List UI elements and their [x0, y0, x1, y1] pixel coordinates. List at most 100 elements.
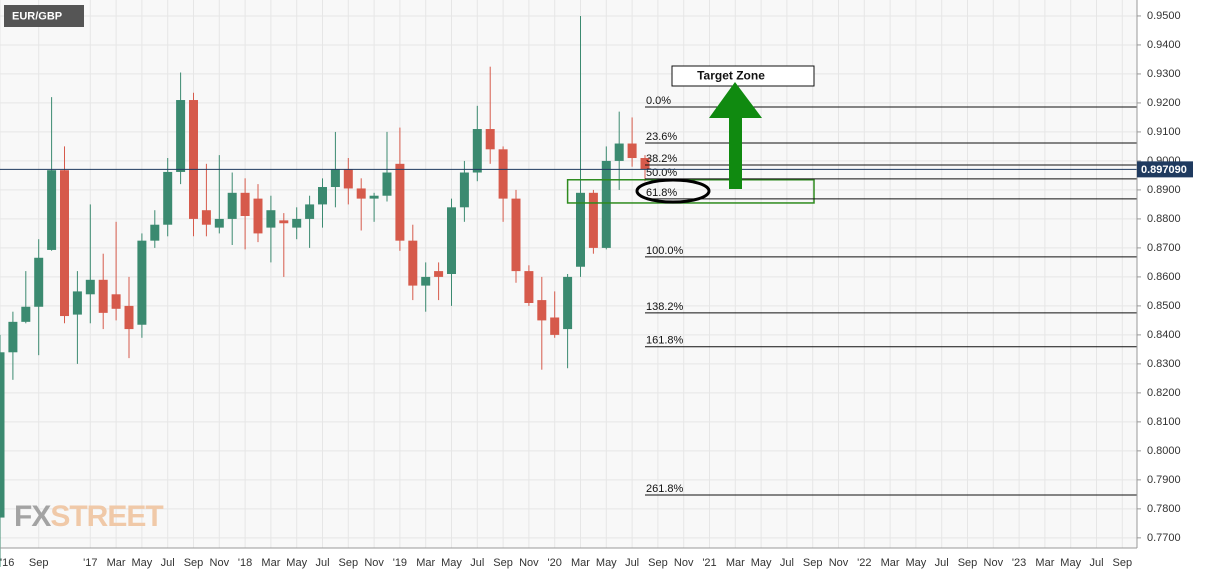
x-tick-label: Nov: [674, 557, 694, 569]
candle-body: [356, 188, 366, 199]
y-tick-label: 0.8600: [1147, 271, 1181, 283]
x-tick-label: Jul: [625, 557, 639, 569]
candle-body: [524, 271, 534, 303]
x-tick-label: Nov: [364, 557, 384, 569]
candle-body: [292, 218, 302, 228]
overlay: 0.0% 23.6% 38.2% 50.0% 61.8% 100.0% 138.2% 161.…: [0, 65, 1137, 496]
y-tick-label: 0.8200: [1147, 387, 1181, 399]
candle-body: [266, 210, 276, 228]
y-tick-label: 0.9300: [1147, 68, 1181, 80]
fib-label: 161.8%: [646, 335, 684, 347]
candle-body: [124, 305, 134, 330]
candle-body: [21, 306, 31, 322]
candle-body: [550, 317, 560, 335]
fib-label: 100.0%: [646, 245, 684, 257]
x-tick-label: Sep: [958, 557, 978, 569]
x-tick-label: May: [751, 557, 772, 569]
candle-body: [305, 204, 315, 219]
candle-body: [137, 240, 147, 325]
y-tick-label: 0.8500: [1147, 300, 1181, 312]
candle-body: [576, 192, 585, 267]
x-tick-label: Jul: [935, 557, 949, 569]
fib-label: 23.6%: [646, 131, 677, 143]
candle-body: [163, 171, 173, 225]
candle-body: [72, 291, 82, 315]
candle-body: [189, 100, 198, 219]
y-tick-label: 0.7800: [1147, 503, 1181, 515]
candle-body: [421, 276, 431, 286]
x-tick-label: Mar: [726, 557, 745, 569]
candle-body: [176, 100, 186, 172]
fib-label: 61.8%: [646, 187, 677, 199]
candle-body: [588, 192, 598, 248]
candle-body: [511, 198, 521, 272]
y-tick-label: 0.8100: [1147, 416, 1181, 428]
candle-body: [150, 224, 160, 241]
fib-label: 0.0%: [646, 95, 671, 107]
target-zone: [566, 179, 815, 204]
x-tick-label: '17: [83, 557, 97, 569]
x-tick-label: '16: [0, 557, 14, 569]
watermark-fx: FX: [14, 500, 51, 533]
x-tick-label: Jul: [161, 557, 175, 569]
watermark: FXSTREET: [14, 500, 163, 533]
fib-label: 38.2%: [646, 153, 677, 165]
arrow-up: [709, 82, 762, 189]
candle-body: [382, 172, 392, 196]
title-badge: [4, 5, 84, 27]
candle-body: [563, 276, 573, 330]
x-tick-label: '21: [702, 557, 716, 569]
marks: [0, 15, 650, 567]
candle-body: [98, 279, 108, 313]
candle-body: [395, 163, 405, 241]
x-tick-label: Jul: [315, 557, 329, 569]
candle-body: [472, 129, 482, 173]
x-tick-label: Sep: [184, 557, 204, 569]
y-tick-label: 0.9500: [1147, 10, 1181, 22]
x-tick-label: Sep: [1113, 557, 1133, 569]
candle-body: [330, 169, 340, 188]
y-tick-label: 0.8000: [1147, 445, 1181, 457]
x-tick-label: '23: [1012, 557, 1026, 569]
last-price-label: 0.897090: [1141, 164, 1187, 176]
x-tick-label: May: [132, 557, 153, 569]
candle-body: [8, 321, 18, 353]
candle-body: [614, 143, 624, 161]
y-tick-label: 0.8700: [1147, 242, 1181, 254]
candle-body: [85, 279, 95, 295]
x-tick-label: Mar: [881, 557, 900, 569]
x-tick-label: Mar: [571, 557, 590, 569]
candle-body: [459, 172, 469, 208]
candle-body: [343, 169, 353, 189]
x-tick-label: Sep: [648, 557, 668, 569]
candle-body: [537, 300, 547, 321]
y-tick-label: 0.8800: [1147, 213, 1181, 225]
candle-body: [0, 352, 5, 518]
x-tick-label: Nov: [210, 557, 230, 569]
candle-body: [485, 129, 495, 150]
candle-body: [601, 160, 611, 248]
x-tick-label: May: [906, 557, 927, 569]
x-tick-label: Sep: [29, 557, 49, 569]
x-tick-label: Nov: [829, 557, 849, 569]
y-tick-label: 0.9400: [1147, 39, 1181, 51]
candle-body: [498, 149, 508, 199]
x-tick-label: Sep: [493, 557, 513, 569]
candle-body: [47, 170, 57, 250]
x-tick-label: Mar: [1035, 557, 1054, 569]
candle-body: [227, 192, 237, 219]
fib-label: 50.0%: [646, 167, 677, 179]
x-tick-label: Jul: [470, 557, 484, 569]
last-price-tag: [1137, 161, 1193, 178]
y-tick-label: 0.7900: [1147, 474, 1181, 486]
x-tick-label: '19: [393, 557, 407, 569]
y-tick-label: 0.7700: [1147, 532, 1181, 544]
candle-body: [408, 240, 418, 286]
annotation-box: [671, 65, 815, 87]
x-tick-label: Sep: [339, 557, 359, 569]
x-tick-label: May: [596, 557, 617, 569]
candle-body: [201, 210, 211, 225]
x-tick-label: Mar: [107, 557, 126, 569]
fib-label: 261.8%: [646, 483, 684, 495]
